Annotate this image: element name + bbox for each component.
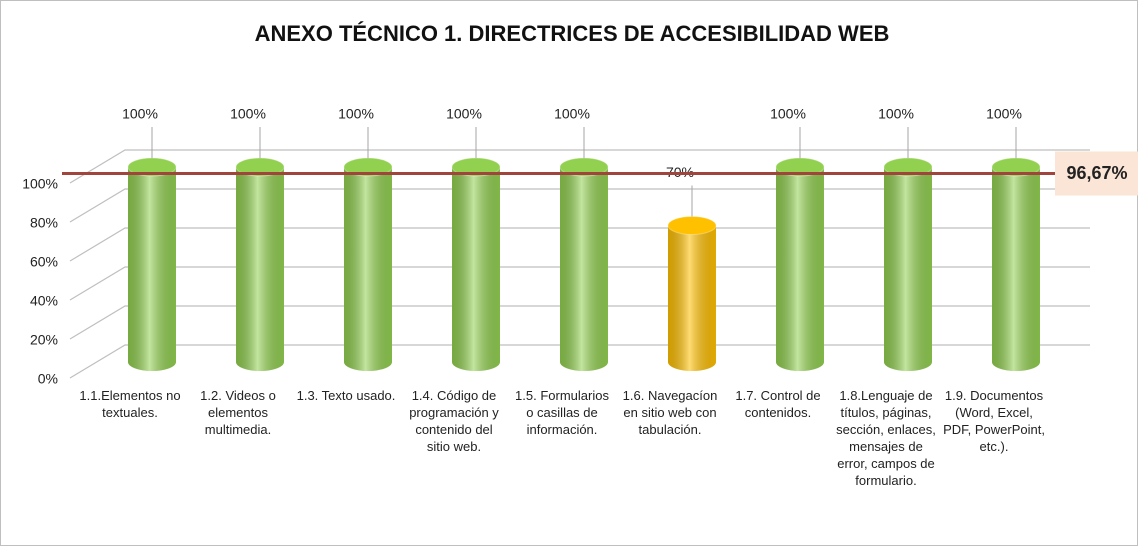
x-tick-label: 1.7. Control de contenidos. — [735, 388, 821, 420]
bar-shine — [992, 167, 1040, 371]
x-tick-label: 1.3. Texto usado. — [296, 388, 396, 403]
grid-line — [69, 188, 1090, 223]
grid-line — [69, 266, 1090, 301]
bar-shine — [776, 167, 824, 371]
data-label: 100% — [770, 106, 806, 122]
bar-shine — [452, 167, 500, 371]
data-label: 100% — [338, 106, 374, 122]
average-label-box — [1055, 151, 1138, 196]
y-tick-label: 60% — [30, 254, 58, 270]
x-tick-label: 1.1.Elementos no textuales. — [79, 388, 181, 420]
y-tick-label: 0% — [38, 371, 58, 387]
data-label: 100% — [986, 106, 1022, 122]
grid-line — [69, 344, 1090, 379]
data-label: 100% — [230, 106, 266, 122]
average-label: 96,67% — [1066, 163, 1127, 183]
bar-top — [667, 216, 717, 235]
data-label: 100% — [554, 106, 590, 122]
bar-shine — [560, 167, 608, 371]
x-tick-label: 1.5. Formularios o casillas de informaci… — [515, 388, 609, 437]
bar-shine — [128, 167, 176, 371]
data-label: 100% — [446, 106, 482, 122]
bar-shine — [344, 167, 392, 371]
x-tick-label: 1.4. Código de programación y contenido … — [409, 388, 499, 454]
y-tick-label: 80% — [30, 215, 58, 231]
bar-shine — [884, 167, 932, 371]
x-tick-label: 1.2. Videos o elementos multimedia. — [200, 388, 276, 437]
grid-line — [69, 227, 1090, 262]
bar-shine — [668, 225, 716, 371]
chart-title: ANEXO TÉCNICO 1. DIRECTRICES DE ACCESIBI… — [255, 21, 890, 46]
x-tick-label: 1.8.Lenguaje de títulos, páginas, secció… — [836, 388, 936, 488]
x-tick-label: 1.9. Documentos (Word, Excel, PDF, Power… — [943, 388, 1045, 454]
y-tick-label: 100% — [22, 176, 58, 192]
data-label: 100% — [878, 106, 914, 122]
data-label: 100% — [122, 106, 158, 122]
y-tick-label: 20% — [30, 332, 58, 348]
y-tick-label: 40% — [30, 293, 58, 309]
bar-shine — [236, 167, 284, 371]
x-tick-label: 1.6. Navegacíon en sitio web con tabulac… — [622, 388, 718, 437]
grid-line — [69, 305, 1090, 340]
